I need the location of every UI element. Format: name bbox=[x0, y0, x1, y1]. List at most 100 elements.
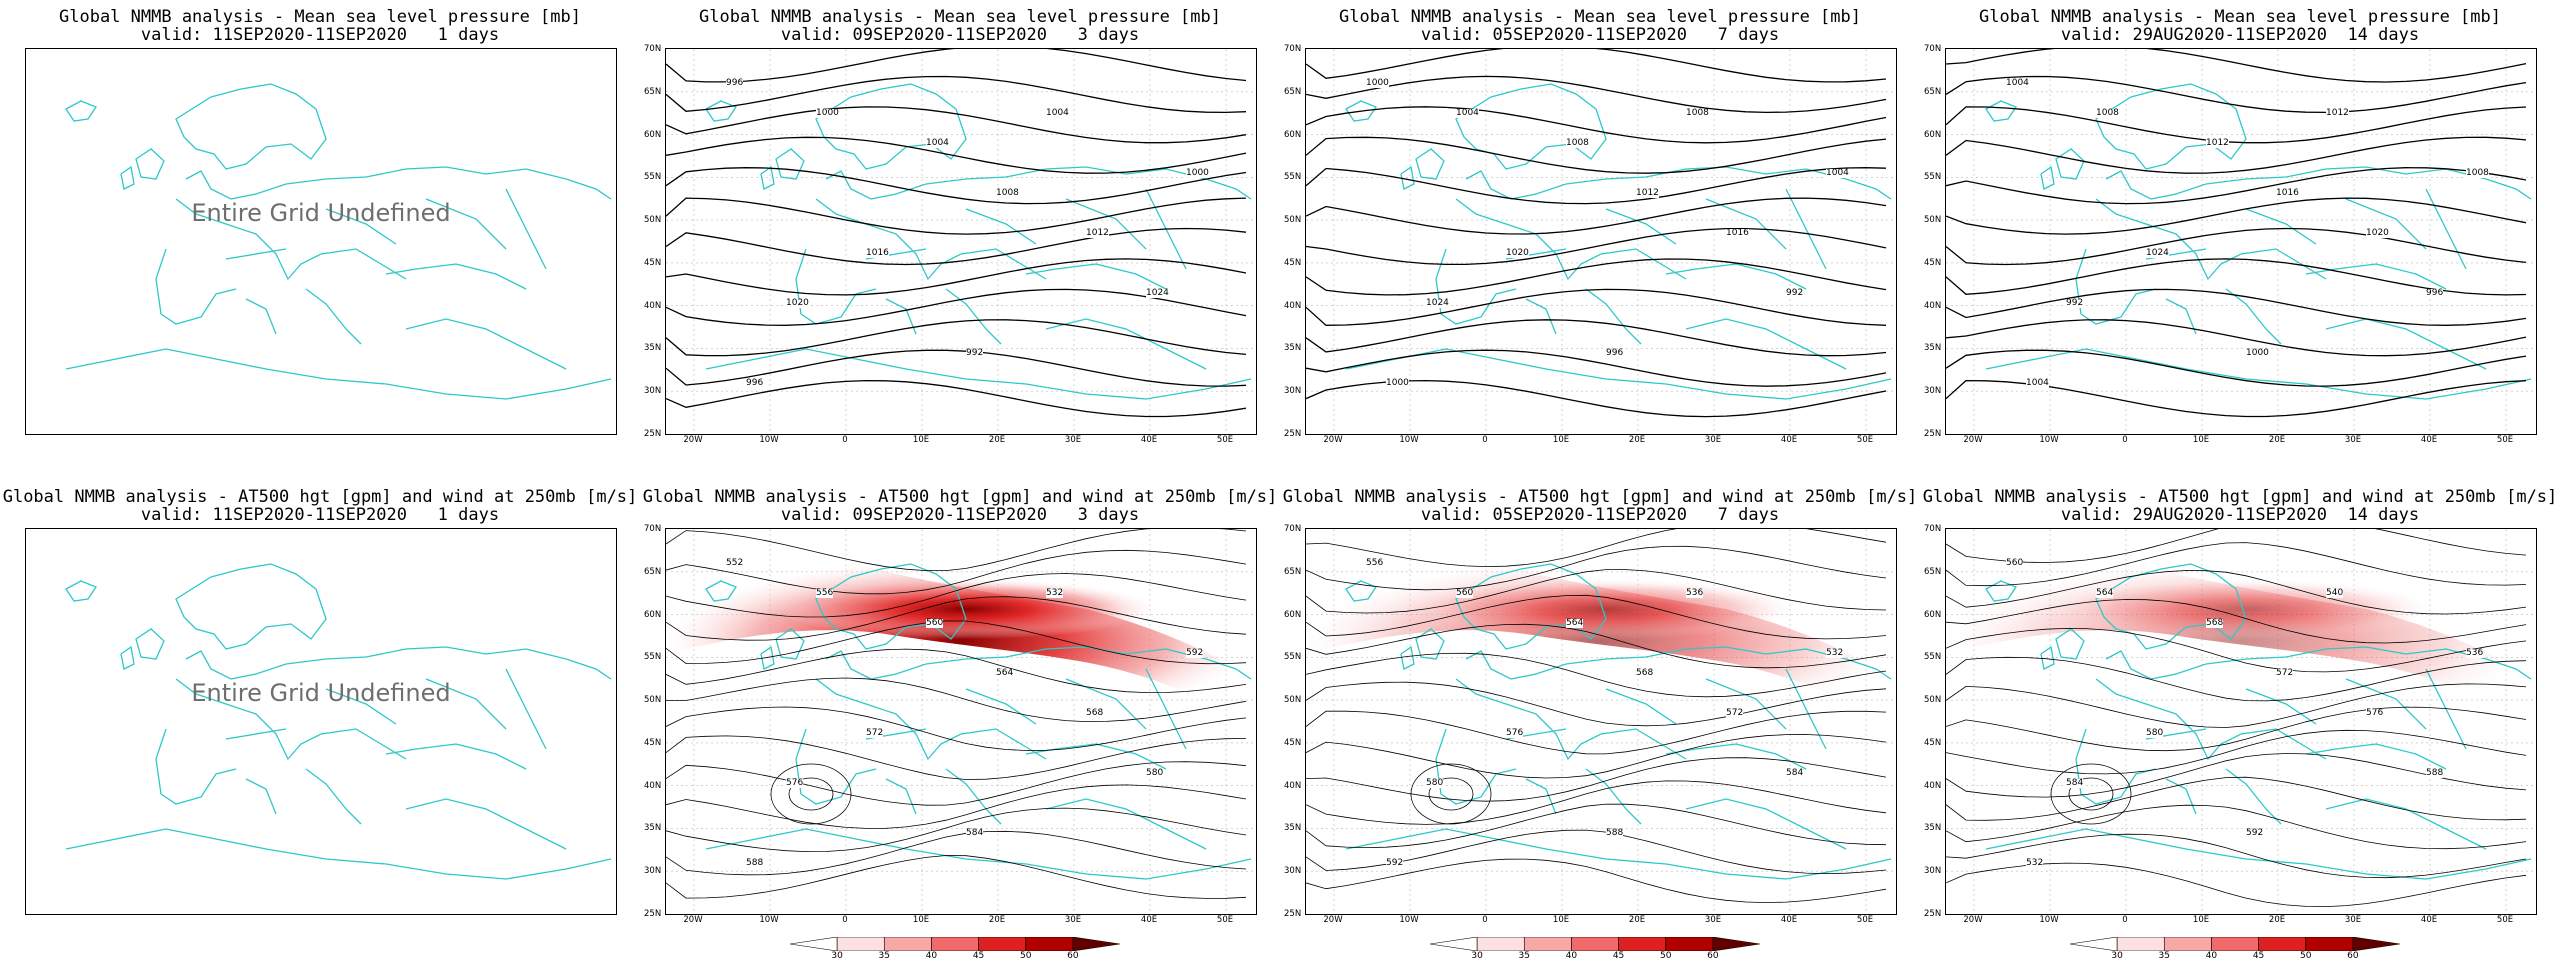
panel-title: Global NMMB analysis - Mean sea level pr… bbox=[1979, 7, 2501, 27]
latitude-tick-label: 35N bbox=[1924, 823, 1942, 834]
latitude-tick-label: 70N bbox=[1284, 44, 1302, 54]
latitude-tick-label: 30N bbox=[1284, 866, 1302, 877]
contour-line bbox=[1946, 729, 2527, 775]
contour-line bbox=[1306, 858, 1887, 904]
contour-line bbox=[666, 761, 1247, 806]
colorbar-segment bbox=[1476, 936, 1525, 952]
contour-line bbox=[1306, 75, 1887, 114]
undefined-grid-text: Entire Grid Undefined bbox=[191, 199, 451, 227]
latitude-tick-label: 70N bbox=[1924, 44, 1942, 54]
latitude-tick-label: 45N bbox=[644, 737, 662, 748]
colorbar-segment bbox=[1712, 936, 1761, 952]
contour-line bbox=[1306, 780, 1887, 825]
latitude-tick-label: 65N bbox=[1284, 566, 1302, 577]
contour-label: 532 bbox=[1826, 648, 1844, 658]
map-panel: Global NMMB analysis - Mean sea level pr… bbox=[1920, 0, 2560, 480]
contour-line bbox=[666, 197, 1247, 235]
contour-line bbox=[666, 706, 1247, 751]
map-area: 996 1000 1004 1008 1012 1016 1020 1024 992 996 100… bbox=[665, 48, 1257, 435]
colorbar-label: 50 bbox=[1019, 951, 1032, 961]
latitude-tick-label: 25N bbox=[644, 909, 662, 919]
contour-line bbox=[1946, 349, 2527, 387]
longitude-tick-label: 40E bbox=[1780, 435, 1798, 445]
latitude-tick-label: 60N bbox=[1284, 129, 1302, 140]
coastline bbox=[65, 83, 612, 400]
contour-label: 1008 bbox=[2466, 168, 2489, 178]
map-panel: Global NMMB analysis - AT500 hgt [gpm] a… bbox=[640, 480, 1280, 960]
latitude-tick-label: 45N bbox=[644, 257, 662, 268]
colorbar-segment bbox=[883, 936, 932, 952]
contour-line bbox=[1306, 349, 1887, 387]
latitude-tick-label: 65N bbox=[1924, 566, 1942, 577]
colorbar-segment bbox=[2352, 936, 2401, 952]
contour-line bbox=[666, 735, 1247, 780]
map-area: 552 556 560 564 568 572 576 580 584 588 592 532 bbox=[665, 528, 1257, 915]
longitude-tick-label: 50E bbox=[1216, 435, 1234, 445]
latitude-tick-label: 55N bbox=[1924, 652, 1942, 663]
latitude-tick-label: 45N bbox=[1924, 257, 1942, 268]
contour-label: 552 bbox=[726, 558, 744, 568]
longitude-tick-label: 10E bbox=[1552, 915, 1570, 925]
contour-label: 572 bbox=[866, 728, 884, 738]
contour-line bbox=[666, 75, 1247, 114]
map-panel: Global NMMB analysis - Mean sea level pr… bbox=[640, 0, 1280, 480]
longitude-tick-label: 10E bbox=[1552, 435, 1570, 445]
contour-label: 1024 bbox=[1426, 298, 1449, 308]
coastline bbox=[1985, 83, 2532, 400]
contour-label: 568 bbox=[2206, 618, 2224, 628]
coastline bbox=[1345, 83, 1892, 400]
contour-label: 996 bbox=[726, 78, 744, 88]
contour-label: 576 bbox=[1506, 728, 1524, 738]
contour-line bbox=[1946, 833, 2527, 879]
contour-line bbox=[1306, 710, 1887, 755]
longitude-tick-label: 40E bbox=[1140, 435, 1158, 445]
contour-line bbox=[1946, 167, 2527, 205]
colorbar-label: 60 bbox=[2347, 951, 2359, 961]
contour-label: 996 bbox=[746, 378, 764, 388]
latitude-tick-label: 70N bbox=[1924, 524, 1942, 534]
coastline bbox=[705, 563, 1252, 880]
map-area: Entire Grid Undefined bbox=[25, 48, 617, 435]
longitude-tick-label: 40E bbox=[1140, 915, 1158, 925]
longitude-tick-label: 50E bbox=[1216, 915, 1234, 925]
contour-label: 1000 bbox=[1386, 378, 1409, 388]
contour-line bbox=[1410, 763, 1492, 825]
contour-line bbox=[1946, 862, 2527, 908]
latitude-tick-label: 40N bbox=[1284, 780, 1302, 791]
contour-line bbox=[1306, 594, 1887, 640]
contour-label: 576 bbox=[786, 778, 804, 788]
longitude-tick-label: 20W bbox=[1323, 915, 1343, 925]
longitude-tick-label: 30E bbox=[1064, 915, 1082, 925]
map-area: 1004 1008 1012 1016 1020 1024 992 996 1000 1004 10… bbox=[1945, 48, 2537, 435]
contour-label: 536 bbox=[1686, 588, 1704, 598]
contour-line bbox=[1428, 777, 1474, 811]
contour-line bbox=[666, 620, 1247, 665]
latitude-tick-label: 25N bbox=[1284, 909, 1302, 919]
colorbar-label: 45 bbox=[2252, 951, 2265, 961]
longitude-tick-label: 10E bbox=[2192, 435, 2210, 445]
contour-label: 1008 bbox=[2096, 108, 2119, 118]
longitude-tick-label: 20W bbox=[1963, 435, 1983, 445]
longitude-tick-label: 40E bbox=[1780, 915, 1798, 925]
contour-label: 568 bbox=[1086, 708, 1104, 718]
latitude-tick-label: 60N bbox=[1924, 609, 1942, 620]
contour-label: 1020 bbox=[2366, 228, 2389, 238]
contour-line bbox=[788, 777, 834, 811]
colorbar-segment bbox=[789, 936, 838, 952]
latitude-tick-label: 55N bbox=[644, 172, 662, 183]
contour-label: 1020 bbox=[786, 298, 809, 308]
colorbar-segment bbox=[2258, 936, 2307, 952]
colorbar-label: 40 bbox=[1565, 951, 1578, 961]
contour-line bbox=[666, 573, 1247, 618]
colorbar-segment bbox=[1523, 936, 1572, 952]
contour-label: 1016 bbox=[1726, 228, 1749, 238]
contour-label: 1020 bbox=[1506, 248, 1529, 258]
panel-valid-range: valid: 29AUG2020-11SEP2020 14 days bbox=[2060, 505, 2420, 525]
longitude-tick-label: 0 bbox=[842, 435, 848, 445]
contour-line bbox=[1946, 683, 2527, 728]
latitude-tick-label: 45N bbox=[1284, 257, 1302, 268]
latitude-tick-label: 45N bbox=[1924, 737, 1942, 748]
colorbar-segment bbox=[2305, 936, 2354, 952]
contour-line bbox=[1946, 599, 2527, 644]
contour-line bbox=[666, 167, 1247, 205]
